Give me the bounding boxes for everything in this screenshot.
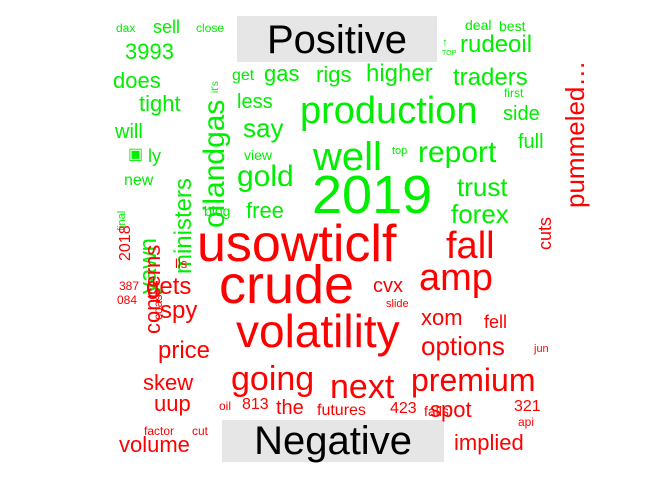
word-positive-8: forex bbox=[451, 199, 509, 229]
word-positive-18: tight bbox=[139, 91, 181, 116]
word-positive-23: will bbox=[115, 121, 143, 143]
word-positive-22: full bbox=[518, 131, 544, 153]
word-negative-78: cut bbox=[192, 424, 209, 438]
word-positive-14: gas bbox=[264, 61, 300, 86]
word-positive-16: less bbox=[237, 91, 273, 113]
word-negative-47: pummeled… bbox=[560, 60, 590, 208]
word-positive-36: top bbox=[392, 145, 408, 157]
word-negative-44: going bbox=[231, 360, 315, 398]
word-negative-41: volatility bbox=[236, 305, 400, 357]
word-positive-19: does bbox=[113, 68, 161, 93]
word-negative-64: 813 bbox=[242, 396, 269, 413]
word-positive-30: deal bbox=[465, 17, 492, 33]
word-positive-2: well bbox=[313, 135, 382, 179]
word-negative-56: implied bbox=[454, 430, 524, 455]
word-negative-67: 321 bbox=[514, 398, 541, 415]
word-positive-29: blog bbox=[204, 203, 231, 219]
word-negative-77: factor bbox=[144, 424, 175, 438]
word-positive-25: new bbox=[124, 172, 154, 189]
up-arrow-icon: ↑ bbox=[442, 35, 448, 49]
monitor-icon: ▣ bbox=[128, 146, 144, 163]
word-negative-57: spot bbox=[430, 397, 472, 422]
word-negative-53: skew bbox=[143, 370, 194, 395]
word-negative-51: spy bbox=[160, 297, 198, 324]
word-positive-34: close bbox=[196, 21, 225, 35]
positive-title: Positive bbox=[266, 18, 408, 62]
word-negative-54: uup bbox=[154, 391, 191, 416]
word-negative-39: crude bbox=[219, 255, 355, 315]
word-positive-7: trust bbox=[457, 172, 508, 202]
word-positive-6: gold bbox=[237, 160, 294, 193]
word-positive-27: get bbox=[232, 67, 255, 84]
word-positive-28: view bbox=[244, 147, 273, 163]
word-negative-72: 387 bbox=[119, 279, 140, 293]
word-negative-75: slide bbox=[386, 298, 409, 310]
word-negative-76: oil bbox=[219, 399, 232, 413]
word-positive-32: first bbox=[504, 86, 524, 100]
word-negative-66: falls bbox=[424, 403, 449, 419]
word-negative-46: premium bbox=[411, 362, 536, 398]
positive-header: Positive bbox=[237, 16, 437, 62]
word-positive-1: production bbox=[300, 90, 478, 132]
word-negative-69: jun bbox=[534, 343, 549, 355]
word-positive-26: ly bbox=[148, 146, 161, 166]
word-negative-71: lls bbox=[175, 256, 188, 271]
word-positive-33: dax bbox=[116, 21, 136, 35]
word-negative-45: next bbox=[330, 368, 395, 406]
word-positive-12: traders bbox=[453, 64, 528, 91]
word-positive-4: report bbox=[418, 136, 497, 169]
word-negative-50: gets bbox=[146, 273, 192, 300]
word-negative-43: fall bbox=[446, 225, 495, 267]
negative-title: Negative bbox=[254, 419, 412, 463]
word-negative-42: amp bbox=[419, 257, 493, 299]
word-positive-13: rigs bbox=[316, 62, 352, 87]
word-negative-70: 2018 bbox=[117, 225, 134, 261]
word-positive-0: 2019 bbox=[312, 165, 433, 225]
word-negative-48: options bbox=[421, 331, 505, 361]
word-negative-73: 084 bbox=[117, 293, 138, 307]
word-negative-68: api bbox=[518, 415, 535, 429]
word-positive-24: sell bbox=[153, 17, 181, 37]
word-negative-62: the bbox=[276, 397, 304, 419]
word-negative-40: usowticlf bbox=[197, 215, 397, 273]
word-positive-35: it's bbox=[210, 81, 221, 93]
word-negative-52: price bbox=[158, 337, 211, 364]
word-negative-74: coast bbox=[151, 291, 165, 320]
word-positive-21: side bbox=[503, 103, 540, 125]
word-negative-60: cuts bbox=[535, 216, 555, 250]
word-negative-58: xom bbox=[421, 305, 463, 330]
word-positive-38: TOP bbox=[442, 50, 457, 57]
word-positive-9: say bbox=[243, 113, 284, 143]
word-negative-59: fell bbox=[484, 312, 508, 332]
word-positive-20: 3993 bbox=[125, 39, 174, 64]
word-negative-55: volume bbox=[119, 432, 190, 457]
word-positive-17: free bbox=[246, 198, 284, 223]
word-negative-65: 423 bbox=[390, 400, 417, 417]
word-positive-31: best bbox=[499, 18, 526, 34]
word-negative-63: futures bbox=[317, 402, 366, 419]
negative-header: Negative bbox=[222, 420, 444, 462]
word-positive-11: rudeoil bbox=[460, 31, 533, 58]
word-negative-61: cvx bbox=[373, 275, 403, 297]
word-positive-10: higher bbox=[366, 60, 433, 87]
